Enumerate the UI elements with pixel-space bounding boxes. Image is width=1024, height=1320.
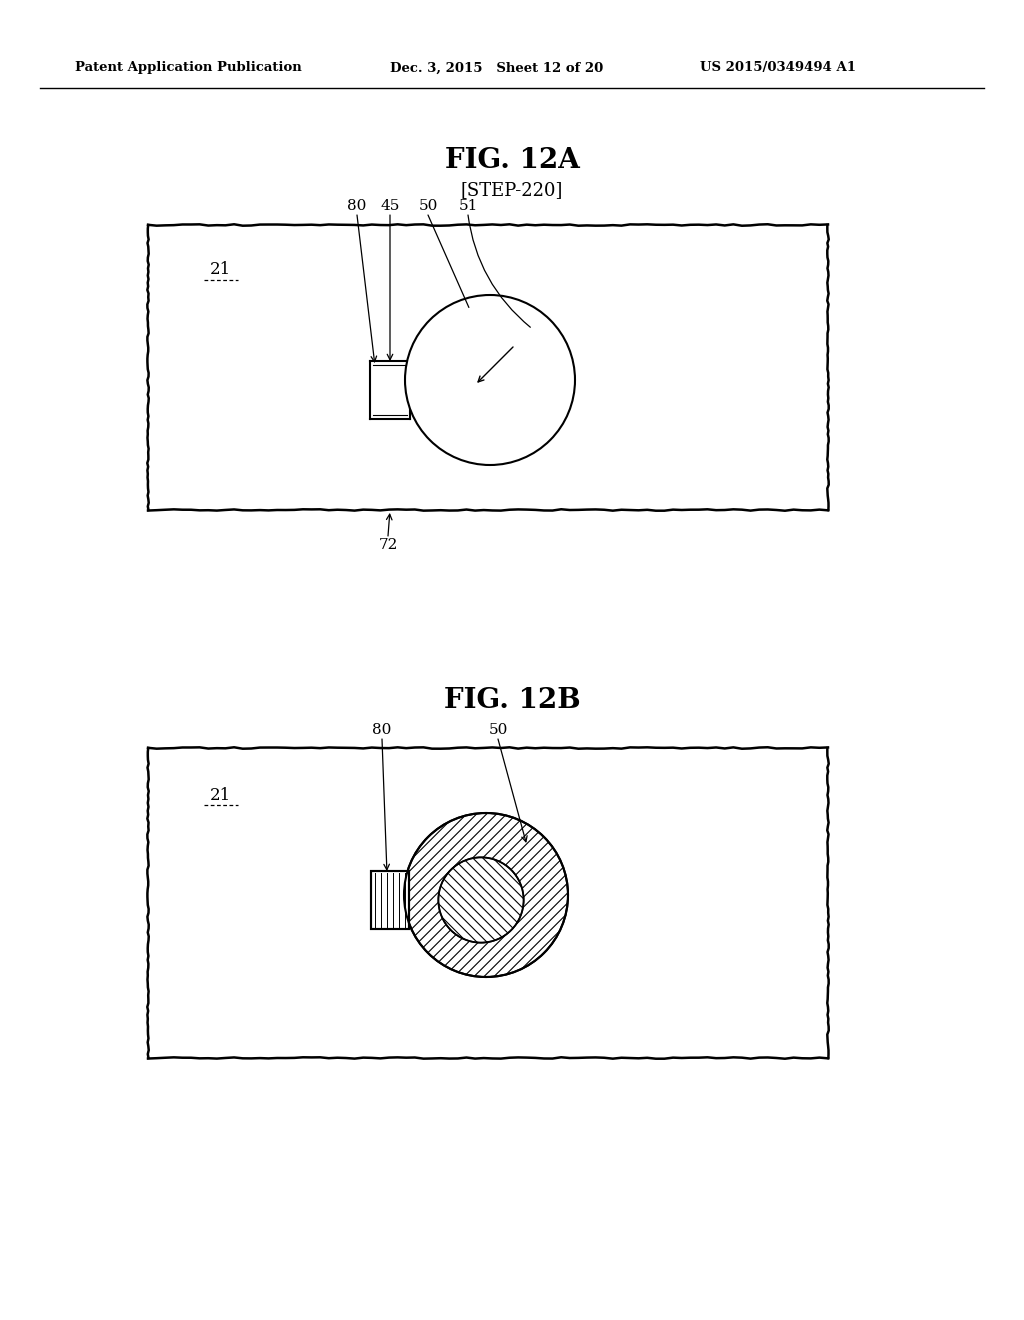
- Text: 21: 21: [209, 787, 230, 804]
- Circle shape: [438, 858, 523, 942]
- Text: US 2015/0349494 A1: US 2015/0349494 A1: [700, 62, 856, 74]
- Text: 50: 50: [419, 199, 437, 213]
- Text: Patent Application Publication: Patent Application Publication: [75, 62, 302, 74]
- Text: 45: 45: [380, 199, 399, 213]
- Text: Dec. 3, 2015   Sheet 12 of 20: Dec. 3, 2015 Sheet 12 of 20: [390, 62, 603, 74]
- Text: 51: 51: [459, 199, 477, 213]
- Text: 50: 50: [488, 723, 508, 737]
- Text: 80: 80: [347, 199, 367, 213]
- Text: [STEP-220]: [STEP-220]: [461, 181, 563, 199]
- Text: 21: 21: [209, 261, 230, 279]
- Bar: [371, 871, 409, 929]
- Text: 80: 80: [373, 723, 392, 737]
- Circle shape: [406, 294, 575, 465]
- Bar: [371, 871, 409, 929]
- Text: FIG. 12B: FIG. 12B: [443, 686, 581, 714]
- Text: FIG. 12A: FIG. 12A: [444, 147, 580, 173]
- Circle shape: [404, 813, 568, 977]
- Text: 72: 72: [378, 539, 397, 552]
